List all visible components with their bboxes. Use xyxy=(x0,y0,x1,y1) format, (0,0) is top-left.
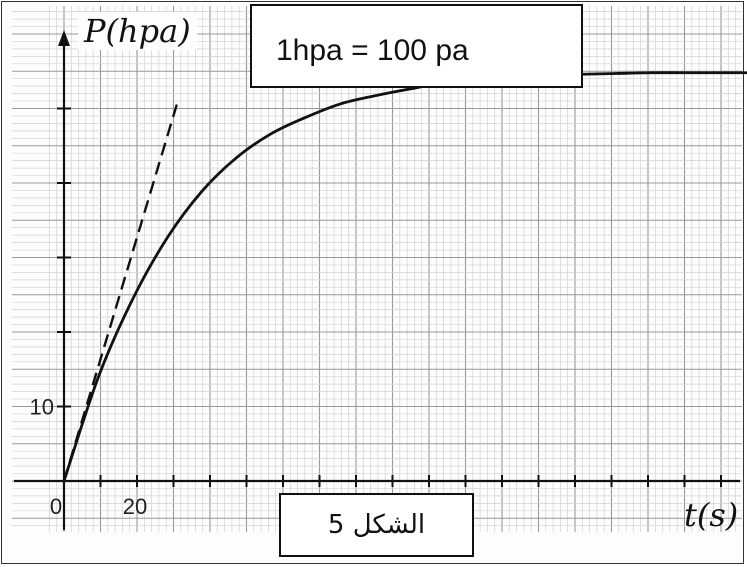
x-axis-label: t(s) xyxy=(684,496,739,534)
y-tick-label-10: 10 xyxy=(30,395,54,420)
unit-conversion-note: 1hpa = 100 pa xyxy=(250,4,583,88)
y-axis-label: P(hpa) xyxy=(78,12,197,50)
x-tick-label-0: 0 xyxy=(50,494,62,519)
y-axis-arrow xyxy=(58,30,70,46)
tick-labels: 0 20 10 xyxy=(30,395,148,520)
figure-caption: الشكل 5 xyxy=(279,493,474,557)
series-layer xyxy=(62,71,747,482)
grid xyxy=(12,6,742,532)
x-tick-label-20: 20 xyxy=(123,494,147,519)
pressure-curve xyxy=(62,71,747,482)
axes xyxy=(14,30,740,530)
